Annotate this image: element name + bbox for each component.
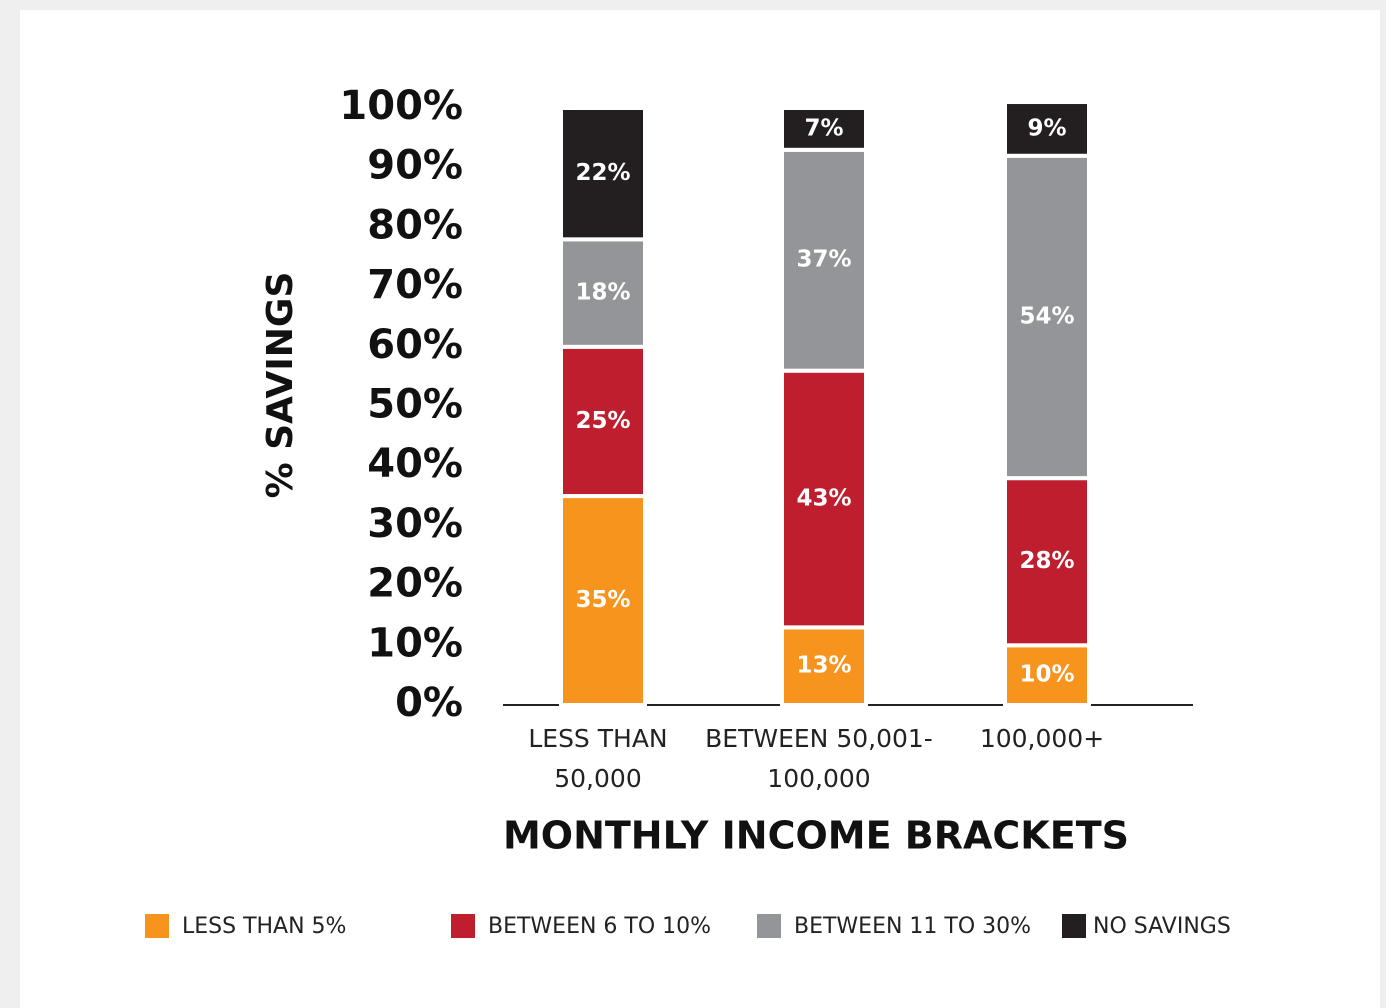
bar-segment <box>1003 153 1091 481</box>
legend-label: BETWEEN 6 TO 10% <box>488 914 711 939</box>
data-label: 25% <box>575 408 630 434</box>
bar-segment <box>1003 100 1091 158</box>
legend-swatch <box>451 914 475 938</box>
data-label: 10% <box>1019 662 1074 688</box>
bar-segment <box>780 147 868 373</box>
data-label: 9% <box>1027 115 1066 141</box>
y-tick-label: 60% <box>367 322 463 368</box>
y-tick-label: 80% <box>367 202 463 248</box>
bar-segment <box>559 344 647 499</box>
y-tick-label: 10% <box>367 620 463 666</box>
x-axis-title: MONTHLY INCOME BRACKETS <box>503 814 1129 858</box>
data-label: 28% <box>1019 548 1074 574</box>
data-label: 22% <box>575 160 630 186</box>
x-tick-label: BETWEEN 50,001-100,000 <box>705 724 933 793</box>
bar-segment <box>780 106 868 152</box>
y-tick-label: 0% <box>395 680 463 726</box>
panel <box>20 10 1380 1008</box>
y-tick-label: 40% <box>367 441 463 487</box>
data-label: 37% <box>796 247 851 273</box>
y-tick-label: 90% <box>367 143 463 189</box>
x-tick-label: 100,000+ <box>979 724 1105 753</box>
bar-segment <box>559 494 647 707</box>
data-label: 7% <box>804 115 843 141</box>
legend-label: BETWEEN 11 TO 30% <box>794 914 1031 939</box>
data-label: 18% <box>575 280 630 306</box>
data-label: 35% <box>575 587 630 613</box>
bar-segment <box>1003 643 1091 707</box>
y-tick-label: 100% <box>339 83 463 129</box>
legend-swatch <box>145 914 169 938</box>
bar-segment <box>559 106 647 242</box>
data-label: 43% <box>796 486 851 512</box>
y-tick-label: 20% <box>367 561 463 607</box>
legend-swatch <box>757 914 781 938</box>
x-tick-label: LESS THAN 50,000 <box>528 724 668 793</box>
y-tick-label: 50% <box>367 382 463 428</box>
legend-label: NO SAVINGS <box>1093 914 1231 939</box>
legend-swatch <box>1062 914 1086 938</box>
y-tick-label: 30% <box>367 501 463 547</box>
legend-label: LESS THAN 5% <box>182 914 346 939</box>
data-label: 13% <box>796 653 851 679</box>
y-tick-label: 70% <box>367 262 463 308</box>
y-axis-title: % SAVINGS <box>260 272 301 499</box>
bar-segment <box>780 625 868 708</box>
data-label: 54% <box>1019 303 1074 329</box>
